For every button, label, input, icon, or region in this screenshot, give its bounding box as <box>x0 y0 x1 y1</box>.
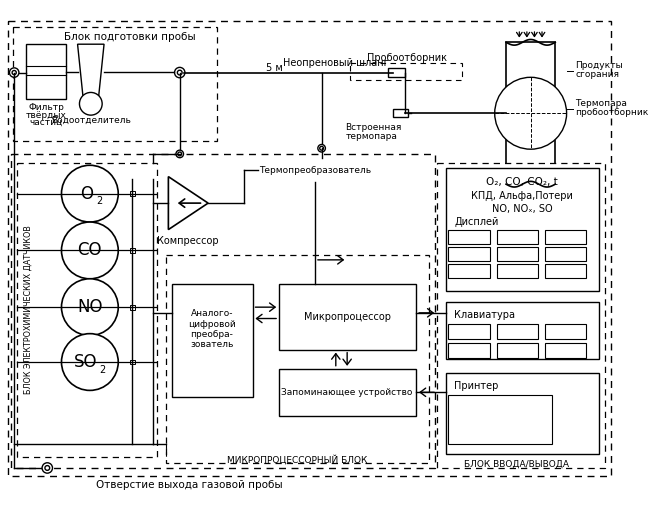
Text: термопара: термопара <box>345 132 397 142</box>
Text: цифровой: цифровой <box>188 320 236 329</box>
Bar <box>13 27 217 141</box>
Bar <box>449 247 490 261</box>
Text: Компрессор: Компрессор <box>157 236 219 246</box>
Bar <box>445 168 599 291</box>
Bar <box>545 264 586 278</box>
Text: NO, NOₓ, SO: NO, NOₓ, SO <box>492 204 552 214</box>
Text: Пробоотборник: Пробоотборник <box>367 54 447 63</box>
Circle shape <box>9 68 19 77</box>
Text: Встроенная: Встроенная <box>345 123 402 132</box>
Bar <box>350 63 462 80</box>
Bar <box>17 163 157 457</box>
Text: O: O <box>81 185 94 202</box>
Bar <box>496 247 538 261</box>
Bar <box>279 369 416 416</box>
Bar <box>449 230 490 244</box>
Bar <box>130 248 136 253</box>
Circle shape <box>62 222 119 279</box>
Bar <box>445 373 599 454</box>
Circle shape <box>176 150 183 158</box>
Text: SO: SO <box>74 353 98 371</box>
Bar <box>496 264 538 278</box>
Bar <box>445 302 599 359</box>
Text: Микропроцессор: Микропроцессор <box>304 312 390 322</box>
Bar <box>172 284 253 397</box>
Text: NO: NO <box>77 298 103 316</box>
Bar <box>545 230 586 244</box>
Text: CO: CO <box>77 242 102 260</box>
Text: БЛОК ЭЛЕКТРОХИМИЧЕСКИХ ДАТЧИКОВ: БЛОК ЭЛЕКТРОХИМИЧЕСКИХ ДАТЧИКОВ <box>24 226 33 394</box>
Text: сгорания: сгорания <box>575 70 619 79</box>
Circle shape <box>320 146 324 150</box>
Circle shape <box>178 152 181 156</box>
Text: зователь: зователь <box>190 340 234 350</box>
Bar <box>496 230 538 244</box>
Bar <box>130 191 136 196</box>
Text: 5 м: 5 м <box>266 63 283 73</box>
Text: Дисплей: Дисплей <box>454 217 498 227</box>
Text: твёрдых: твёрдых <box>26 111 67 119</box>
Circle shape <box>45 466 50 470</box>
Text: МИКРОПРОЦЕССОРНЫЙ БЛОК: МИКРОПРОЦЕССОРНЫЙ БЛОК <box>227 455 367 465</box>
Circle shape <box>174 67 185 78</box>
Circle shape <box>495 77 567 149</box>
Text: Аналого-: Аналого- <box>191 310 233 318</box>
Text: Отверстие выхода газовой пробы: Отверстие выхода газовой пробы <box>96 480 282 490</box>
Circle shape <box>62 279 119 336</box>
Polygon shape <box>77 44 104 99</box>
Bar <box>11 154 435 468</box>
Bar <box>279 284 416 350</box>
Text: преобра-: преобра- <box>191 330 233 339</box>
Bar <box>449 343 490 358</box>
Bar <box>258 158 372 182</box>
Bar <box>545 247 586 261</box>
Bar <box>437 163 605 468</box>
Text: КПД, Альфа,Потери: КПД, Альфа,Потери <box>471 191 573 200</box>
Text: Продукты: Продукты <box>575 61 623 71</box>
Bar <box>545 324 586 339</box>
Circle shape <box>79 92 102 115</box>
Bar <box>449 324 490 339</box>
Bar <box>130 359 136 365</box>
Bar <box>388 68 405 77</box>
Text: Фильтр: Фильтр <box>28 103 64 112</box>
Bar <box>392 110 407 117</box>
Bar <box>506 42 555 184</box>
Circle shape <box>178 70 182 75</box>
Circle shape <box>42 463 52 473</box>
Text: Блок подготовки пробы: Блок подготовки пробы <box>64 32 196 42</box>
Bar <box>166 255 428 463</box>
Polygon shape <box>168 177 208 230</box>
Text: Запоминающее устройство: Запоминающее устройство <box>282 388 413 397</box>
Circle shape <box>62 334 119 390</box>
Bar <box>449 264 490 278</box>
Bar <box>496 324 538 339</box>
Text: Водоотделитель: Водоотделитель <box>51 116 131 125</box>
Circle shape <box>318 145 326 152</box>
Text: Термопара: Термопара <box>575 99 627 108</box>
Text: 2: 2 <box>96 196 102 206</box>
Bar <box>449 395 552 444</box>
Text: Принтер: Принтер <box>454 381 498 391</box>
Circle shape <box>62 165 119 222</box>
Text: Клавиатура: Клавиатура <box>454 310 515 320</box>
Text: БЛОК ВВОДА/ВЫВОДА: БЛОК ВВОДА/ВЫВОДА <box>464 460 569 469</box>
Text: 2: 2 <box>99 365 105 374</box>
Text: частиц: частиц <box>29 118 63 127</box>
Text: Термопреобразователь: Термопреобразователь <box>259 165 371 175</box>
Bar <box>130 305 136 310</box>
Bar <box>545 343 586 358</box>
Text: O₂, CO, CO₂, t: O₂, CO, CO₂, t <box>486 177 558 187</box>
Text: Неопреновый шланг: Неопреновый шланг <box>283 58 388 68</box>
Bar <box>496 343 538 358</box>
Bar <box>26 44 66 99</box>
Circle shape <box>12 71 16 75</box>
Text: пробоотборник: пробоотборник <box>575 108 648 117</box>
